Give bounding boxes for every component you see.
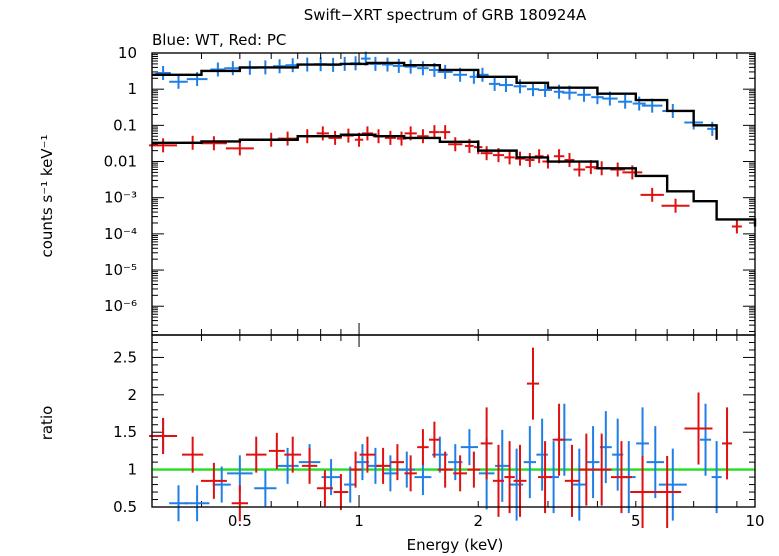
y-tick-label: 10⁻⁶	[104, 297, 137, 315]
x-tick-label: 10	[745, 512, 764, 530]
y-tick-label: 0.5	[113, 498, 137, 516]
y-axis-label-bottom: ratio	[38, 406, 56, 441]
chart-title: Swift−XRT spectrum of GRB 180924A	[304, 6, 587, 24]
y-tick-label: 2.5	[113, 348, 137, 366]
wt-model-line	[152, 61, 718, 140]
y-tick-label: 0.01	[104, 153, 137, 171]
spectrum-panel: 10 1 0.1 0.01 10⁻³ 10⁻⁴ 10⁻⁵ 10⁻⁶	[104, 44, 757, 336]
ratio-panel: 0.5 1 2 5 100.511.522.5	[113, 52, 765, 530]
y-tick-label: 10	[118, 44, 137, 62]
y-tick-label: 10⁻⁴	[104, 225, 137, 243]
plot-frame-bottom	[151, 334, 756, 508]
chart-subtitle: Blue: WT, Red: PC	[152, 31, 286, 49]
y-tick-label: 10⁻³	[104, 189, 137, 207]
y-tick-label: 2	[127, 386, 137, 404]
plot-frame-bottom-overlay	[151, 334, 756, 508]
plot-frame-top-overlay	[151, 52, 756, 336]
x-axis-label: Energy (keV)	[407, 536, 504, 554]
y-tick-label: 1	[127, 80, 137, 98]
x-tick-label: 1	[354, 512, 364, 530]
y-tick-label: 1	[127, 461, 137, 479]
pc-model-line	[152, 133, 757, 227]
x-tick-label: 5	[631, 512, 641, 530]
y-axis-label-top: counts s⁻¹ keV⁻¹	[38, 135, 56, 258]
x-tick-label: 2	[473, 512, 483, 530]
y-tick-label: 0.1	[113, 116, 137, 134]
plot-frame-top	[151, 52, 756, 336]
y-tick-label: 10⁻⁵	[104, 261, 137, 279]
y-tick-label: 1.5	[113, 423, 137, 441]
